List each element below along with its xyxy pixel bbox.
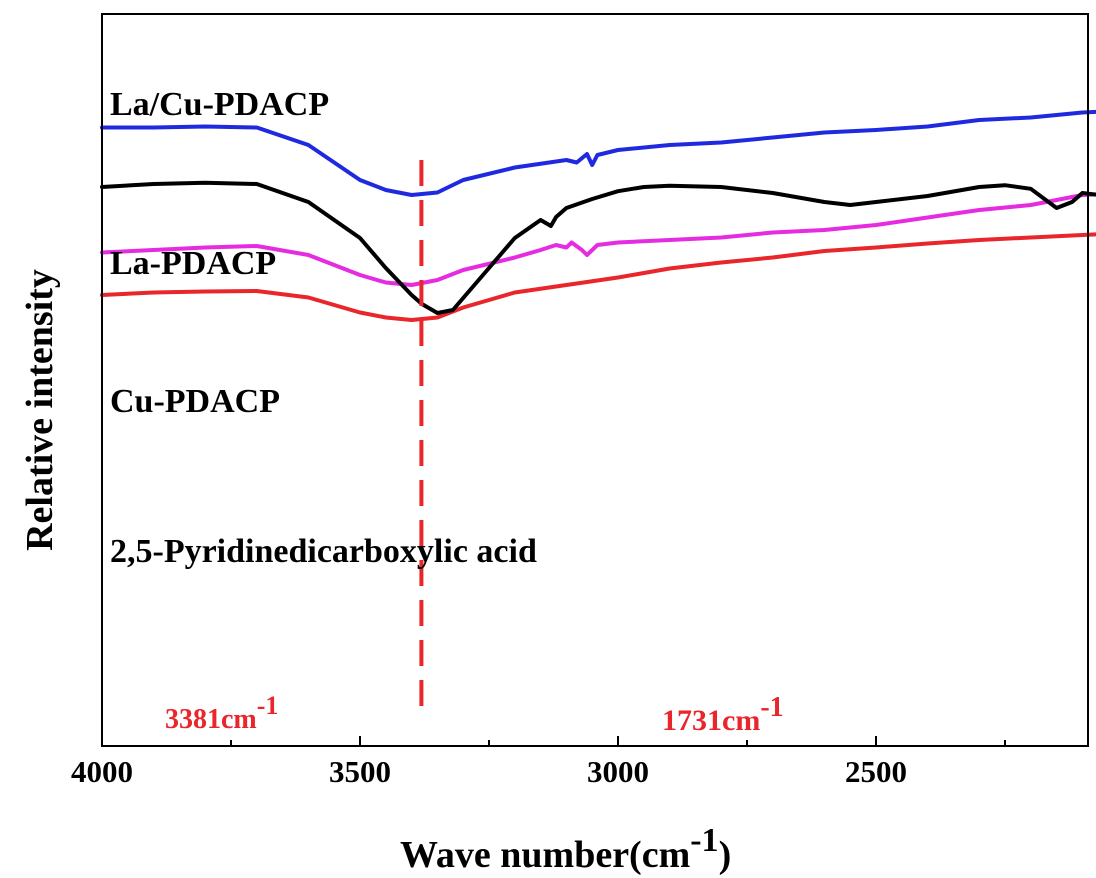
trace-la-cu-pdacp xyxy=(100,109,1096,197)
annotation-3381: 3381cm-1 xyxy=(165,691,278,735)
x-tick-label-3500: 3500 xyxy=(329,754,391,789)
y-axis-title: Relative intensity xyxy=(19,269,61,551)
x-axis-ticks: 4000350030002500200015001000500 xyxy=(71,736,1006,789)
annotation-overlays xyxy=(419,160,424,710)
spectra-traces xyxy=(100,109,1096,322)
series-label-la-pdacp: La-PDACP xyxy=(110,245,276,282)
x-tick-label-2500: 2500 xyxy=(845,754,907,789)
trace-cu-pdacp xyxy=(100,192,1096,287)
x-tick-label-4000: 4000 xyxy=(71,754,133,789)
trace-la-pdacp xyxy=(100,232,1096,322)
x-axis-title: Wave number(cm-1) xyxy=(400,822,731,876)
annotation-1731: 1731cm-1 xyxy=(662,692,784,737)
series-label-la-cu-pdacp: La/Cu-PDACP xyxy=(110,86,329,123)
series-label-pyridinedicarboxylic-acid: 2,5-Pyridinedicarboxylic acid xyxy=(110,533,537,570)
x-tick-label-3000: 3000 xyxy=(587,754,649,789)
series-label-cu-pdacp: Cu-PDACP xyxy=(110,383,280,420)
plot-frame xyxy=(101,13,1089,747)
trace-2-5-pyridinedicarboxylic-acid xyxy=(100,180,1096,315)
